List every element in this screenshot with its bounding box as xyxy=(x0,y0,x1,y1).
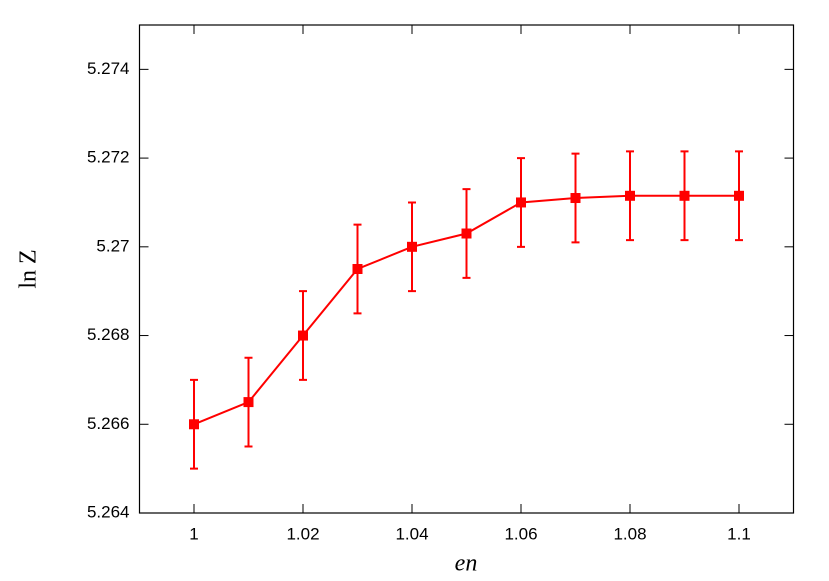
y-axis-title: ln Z xyxy=(16,249,42,288)
point-marker xyxy=(407,241,417,252)
point-marker xyxy=(461,228,472,239)
point-marker xyxy=(570,193,581,204)
point-marker xyxy=(679,190,690,201)
point-marker xyxy=(625,190,635,201)
x-tick-label: 1.08 xyxy=(613,524,646,543)
y-tick-label: 5.274 xyxy=(87,59,130,78)
point-marker xyxy=(189,419,199,430)
point-marker xyxy=(734,190,744,201)
y-tick-label: 5.27 xyxy=(96,236,129,255)
x-tick-label: 1.06 xyxy=(504,524,537,543)
y-tick-label: 5.266 xyxy=(87,414,130,433)
y-tick-label: 5.268 xyxy=(87,325,130,344)
point-marker xyxy=(243,397,254,408)
x-tick-label: 1.04 xyxy=(395,524,428,543)
x-tick-label: 1.02 xyxy=(286,524,319,543)
point-marker xyxy=(298,330,308,341)
plot-frame xyxy=(138,24,795,514)
y-tick-label: 5.272 xyxy=(87,148,130,167)
x-axis-title: en xyxy=(455,551,478,577)
y-tick-label: 5.264 xyxy=(87,502,130,521)
point-marker xyxy=(516,197,526,208)
point-marker xyxy=(352,264,363,274)
x-tick-label: 1 xyxy=(189,524,198,543)
x-tick-label: 1.1 xyxy=(727,524,751,543)
